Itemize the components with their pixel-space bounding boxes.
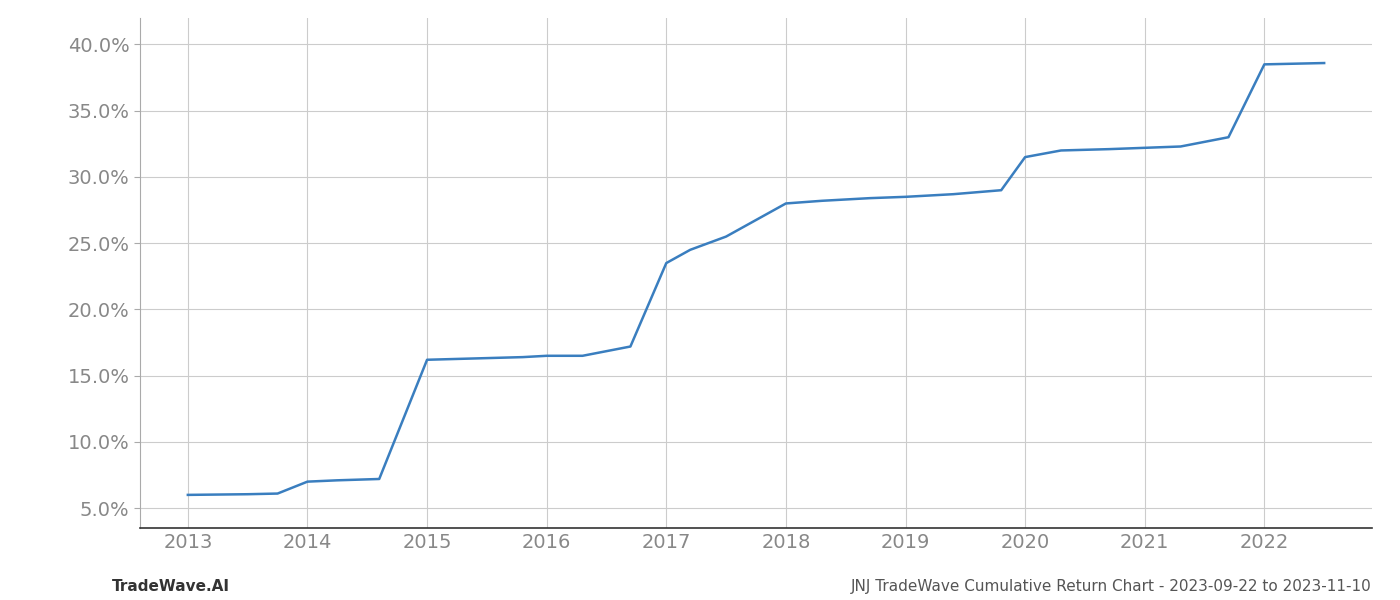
Text: TradeWave.AI: TradeWave.AI xyxy=(112,579,230,594)
Text: JNJ TradeWave Cumulative Return Chart - 2023-09-22 to 2023-11-10: JNJ TradeWave Cumulative Return Chart - … xyxy=(851,579,1372,594)
